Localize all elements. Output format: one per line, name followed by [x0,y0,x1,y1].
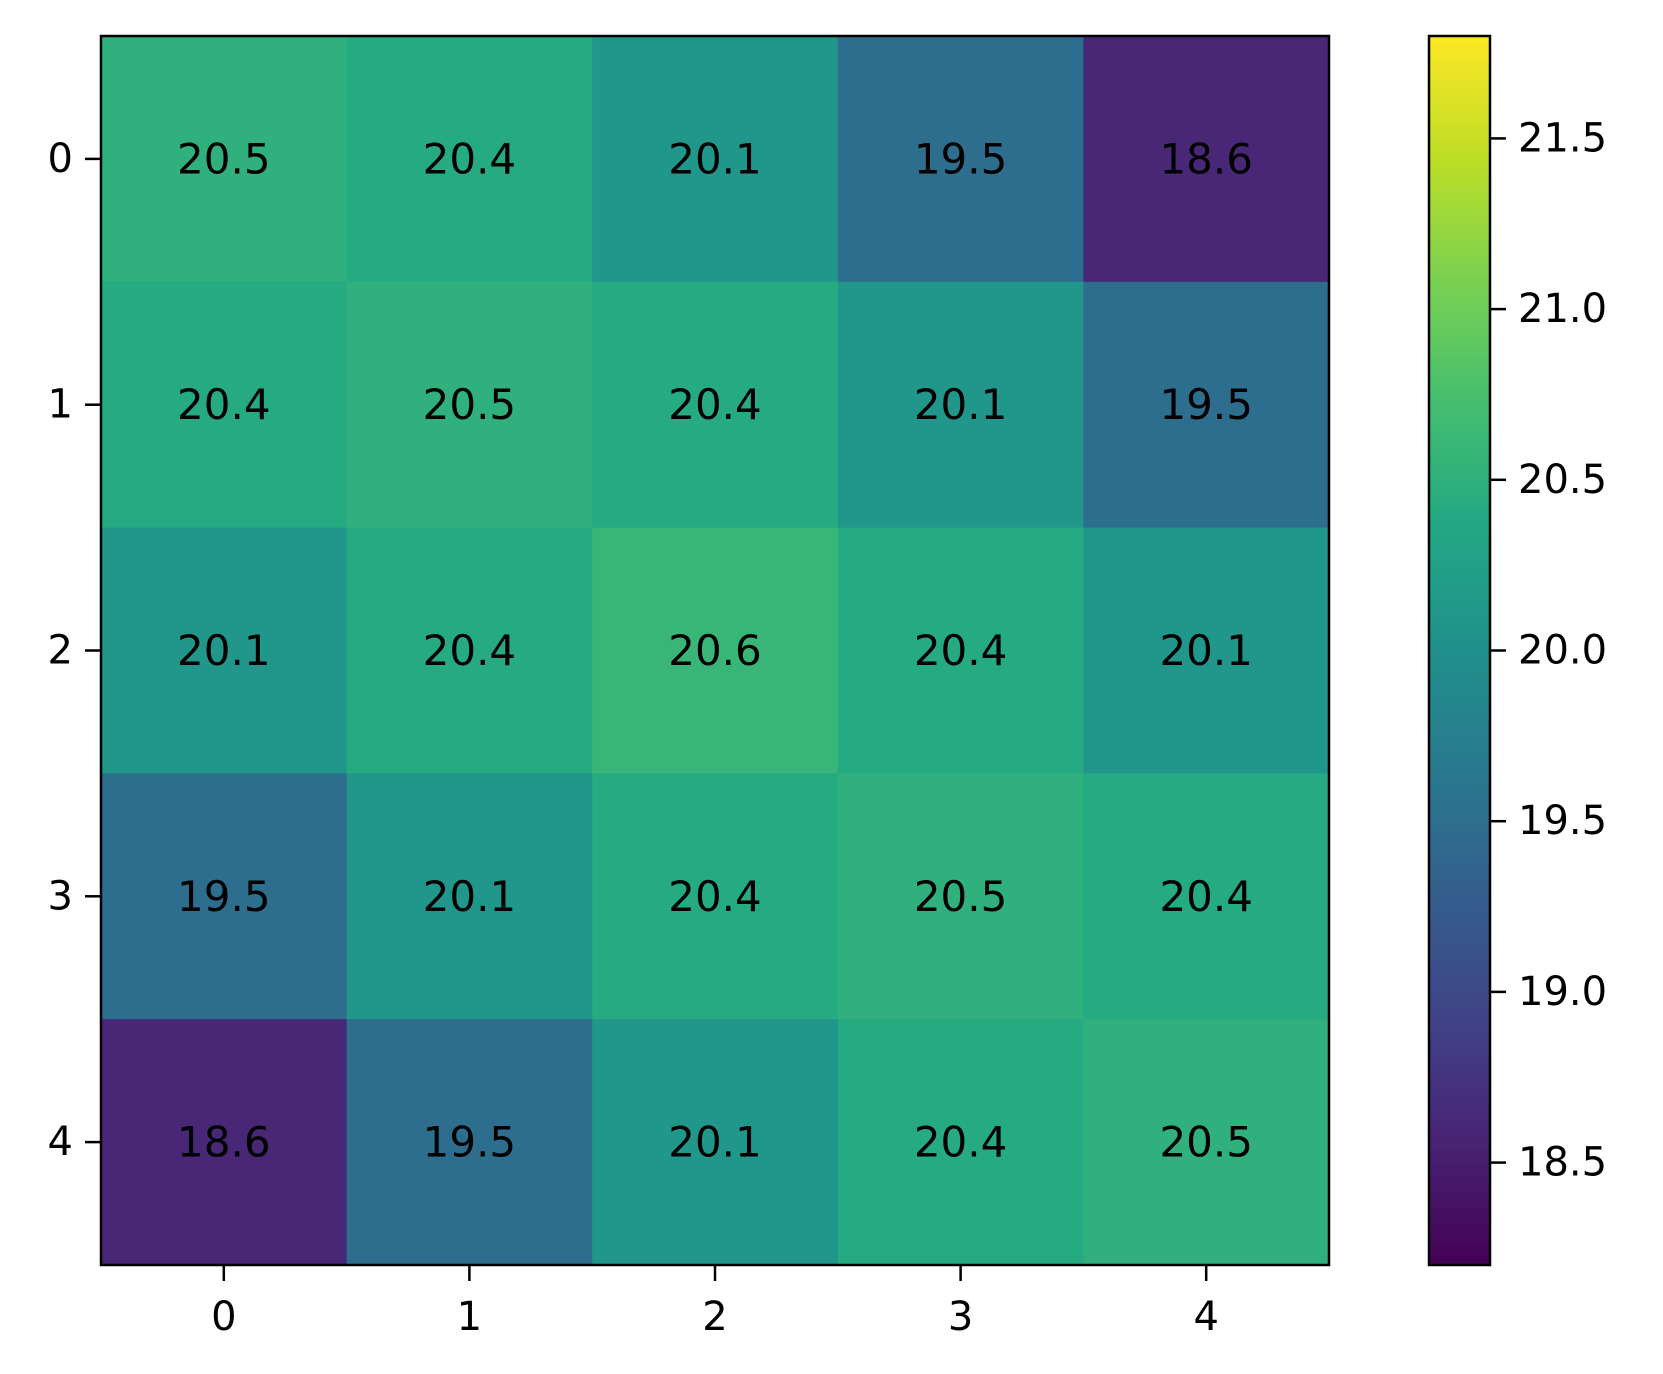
cell-value-label-r0-c0: 20.5 [177,134,271,183]
heatmap-cell-r3-c1 [346,773,593,1020]
x-tick-label-2: 2 [702,1294,727,1340]
heatmap-cell-r4-c0 [101,1019,348,1266]
colorbar-ticks: 18.5 19.0 19.5 20.0 20.5 21.0 21.5 [1490,115,1607,1186]
colorbar-tick-label-3: 20.0 [1518,628,1607,674]
heatmap-cell-r4-c4 [1083,1019,1330,1266]
heatmap-cell-r0-c3 [837,36,1084,283]
cell-value-label-r2-c4: 20.1 [1159,626,1253,675]
y-tick-label-1: 1 [48,382,73,428]
x-tick-label-0: 0 [211,1294,236,1340]
cell-value-label-r0-c2: 20.1 [668,134,762,183]
heatmap-cell-r3-c3 [837,773,1084,1020]
cell-value-label-r1-c1: 20.5 [423,380,517,429]
cell-value-labels: 20.5 20.4 20.1 19.5 18.6 20.4 20.5 20.4 20.1 19.5… [177,134,1253,1166]
x-tick-label-1: 1 [457,1294,482,1340]
cell-value-label-r1-c4: 19.5 [1159,380,1253,429]
colorbar-tick-label-4: 20.5 [1518,457,1607,503]
cell-value-label-r0-c3: 19.5 [914,134,1008,183]
cell-value-label-r4-c2: 20.1 [668,1118,762,1167]
colorbar-gradient [1429,36,1490,1265]
colorbar-tick-label-5: 21.0 [1518,286,1607,332]
cell-value-label-r2-c2: 20.6 [668,626,762,675]
heatmap-cell-r1-c4 [1083,281,1330,529]
y-axis: 0 1 2 3 4 [48,136,101,1165]
cell-value-label-r1-c2: 20.4 [668,380,762,429]
heatmap-cell-r2-c0 [101,527,348,774]
heatmap-cell-r2-c2 [592,527,839,774]
cell-value-label-r4-c0: 18.6 [177,1118,271,1167]
cell-value-label-r1-c3: 20.1 [914,380,1008,429]
heatmap-cell-r2-c3 [837,527,1084,774]
heatmap-cells [101,36,1330,1266]
y-tick-label-2: 2 [48,628,73,674]
heatmap-cell-r4-c1 [346,1019,593,1266]
colorbar-tick-label-6: 21.5 [1518,115,1607,161]
heatmap-cell-r0-c2 [592,36,839,283]
cell-value-label-r2-c1: 20.4 [423,626,517,675]
heatmap-cell-r1-c2 [592,281,839,529]
x-tick-label-4: 4 [1193,1294,1218,1340]
heatmap-cell-r0-c1 [346,36,593,283]
x-axis: 0 1 2 3 4 [211,1265,1219,1340]
heatmap-cell-r2-c4 [1083,527,1330,774]
heatmap-cell-r0-c4 [1083,36,1330,283]
cell-value-label-r3-c1: 20.1 [423,872,517,921]
cell-value-label-r3-c4: 20.4 [1159,872,1253,921]
cell-value-label-r0-c4: 18.6 [1159,134,1253,183]
colorbar-tick-label-2: 19.5 [1518,798,1607,844]
heatmap-cell-r4-c3 [837,1019,1084,1266]
cell-value-label-r4-c3: 20.4 [914,1118,1008,1167]
heatmap-cell-r1-c0 [101,281,348,529]
heatmap-cell-r3-c2 [592,773,839,1020]
colorbar-tick-label-0: 18.5 [1518,1140,1607,1186]
cell-value-label-r4-c1: 19.5 [423,1118,517,1167]
y-tick-label-3: 3 [48,873,73,919]
cell-value-label-r2-c0: 20.1 [177,626,271,675]
x-tick-label-3: 3 [948,1294,973,1340]
cell-value-label-r3-c3: 20.5 [914,872,1008,921]
cell-value-label-r3-c0: 19.5 [177,872,271,921]
y-tick-label-4: 4 [48,1119,73,1165]
heatmap-cell-r1-c3 [837,281,1084,529]
heatmap-cell-r3-c0 [101,773,348,1020]
colorbar-tick-label-1: 19.0 [1518,969,1607,1015]
heatmap-cell-r1-c1 [346,281,593,529]
cell-value-label-r2-c3: 20.4 [914,626,1008,675]
cell-value-label-r1-c0: 20.4 [177,380,271,429]
heatmap-cell-r0-c0 [101,36,348,283]
heatmap-cell-r3-c4 [1083,773,1330,1020]
cell-value-label-r4-c4: 20.5 [1159,1118,1253,1167]
heatmap-cell-r4-c2 [592,1019,839,1266]
y-tick-label-0: 0 [48,136,73,182]
cell-value-label-r3-c2: 20.4 [668,872,762,921]
colorbar: 18.5 19.0 19.5 20.0 20.5 21.0 21.5 [1427,34,1607,1267]
heatmap-cell-r2-c1 [346,527,593,774]
cell-value-label-r0-c1: 20.4 [423,134,517,183]
